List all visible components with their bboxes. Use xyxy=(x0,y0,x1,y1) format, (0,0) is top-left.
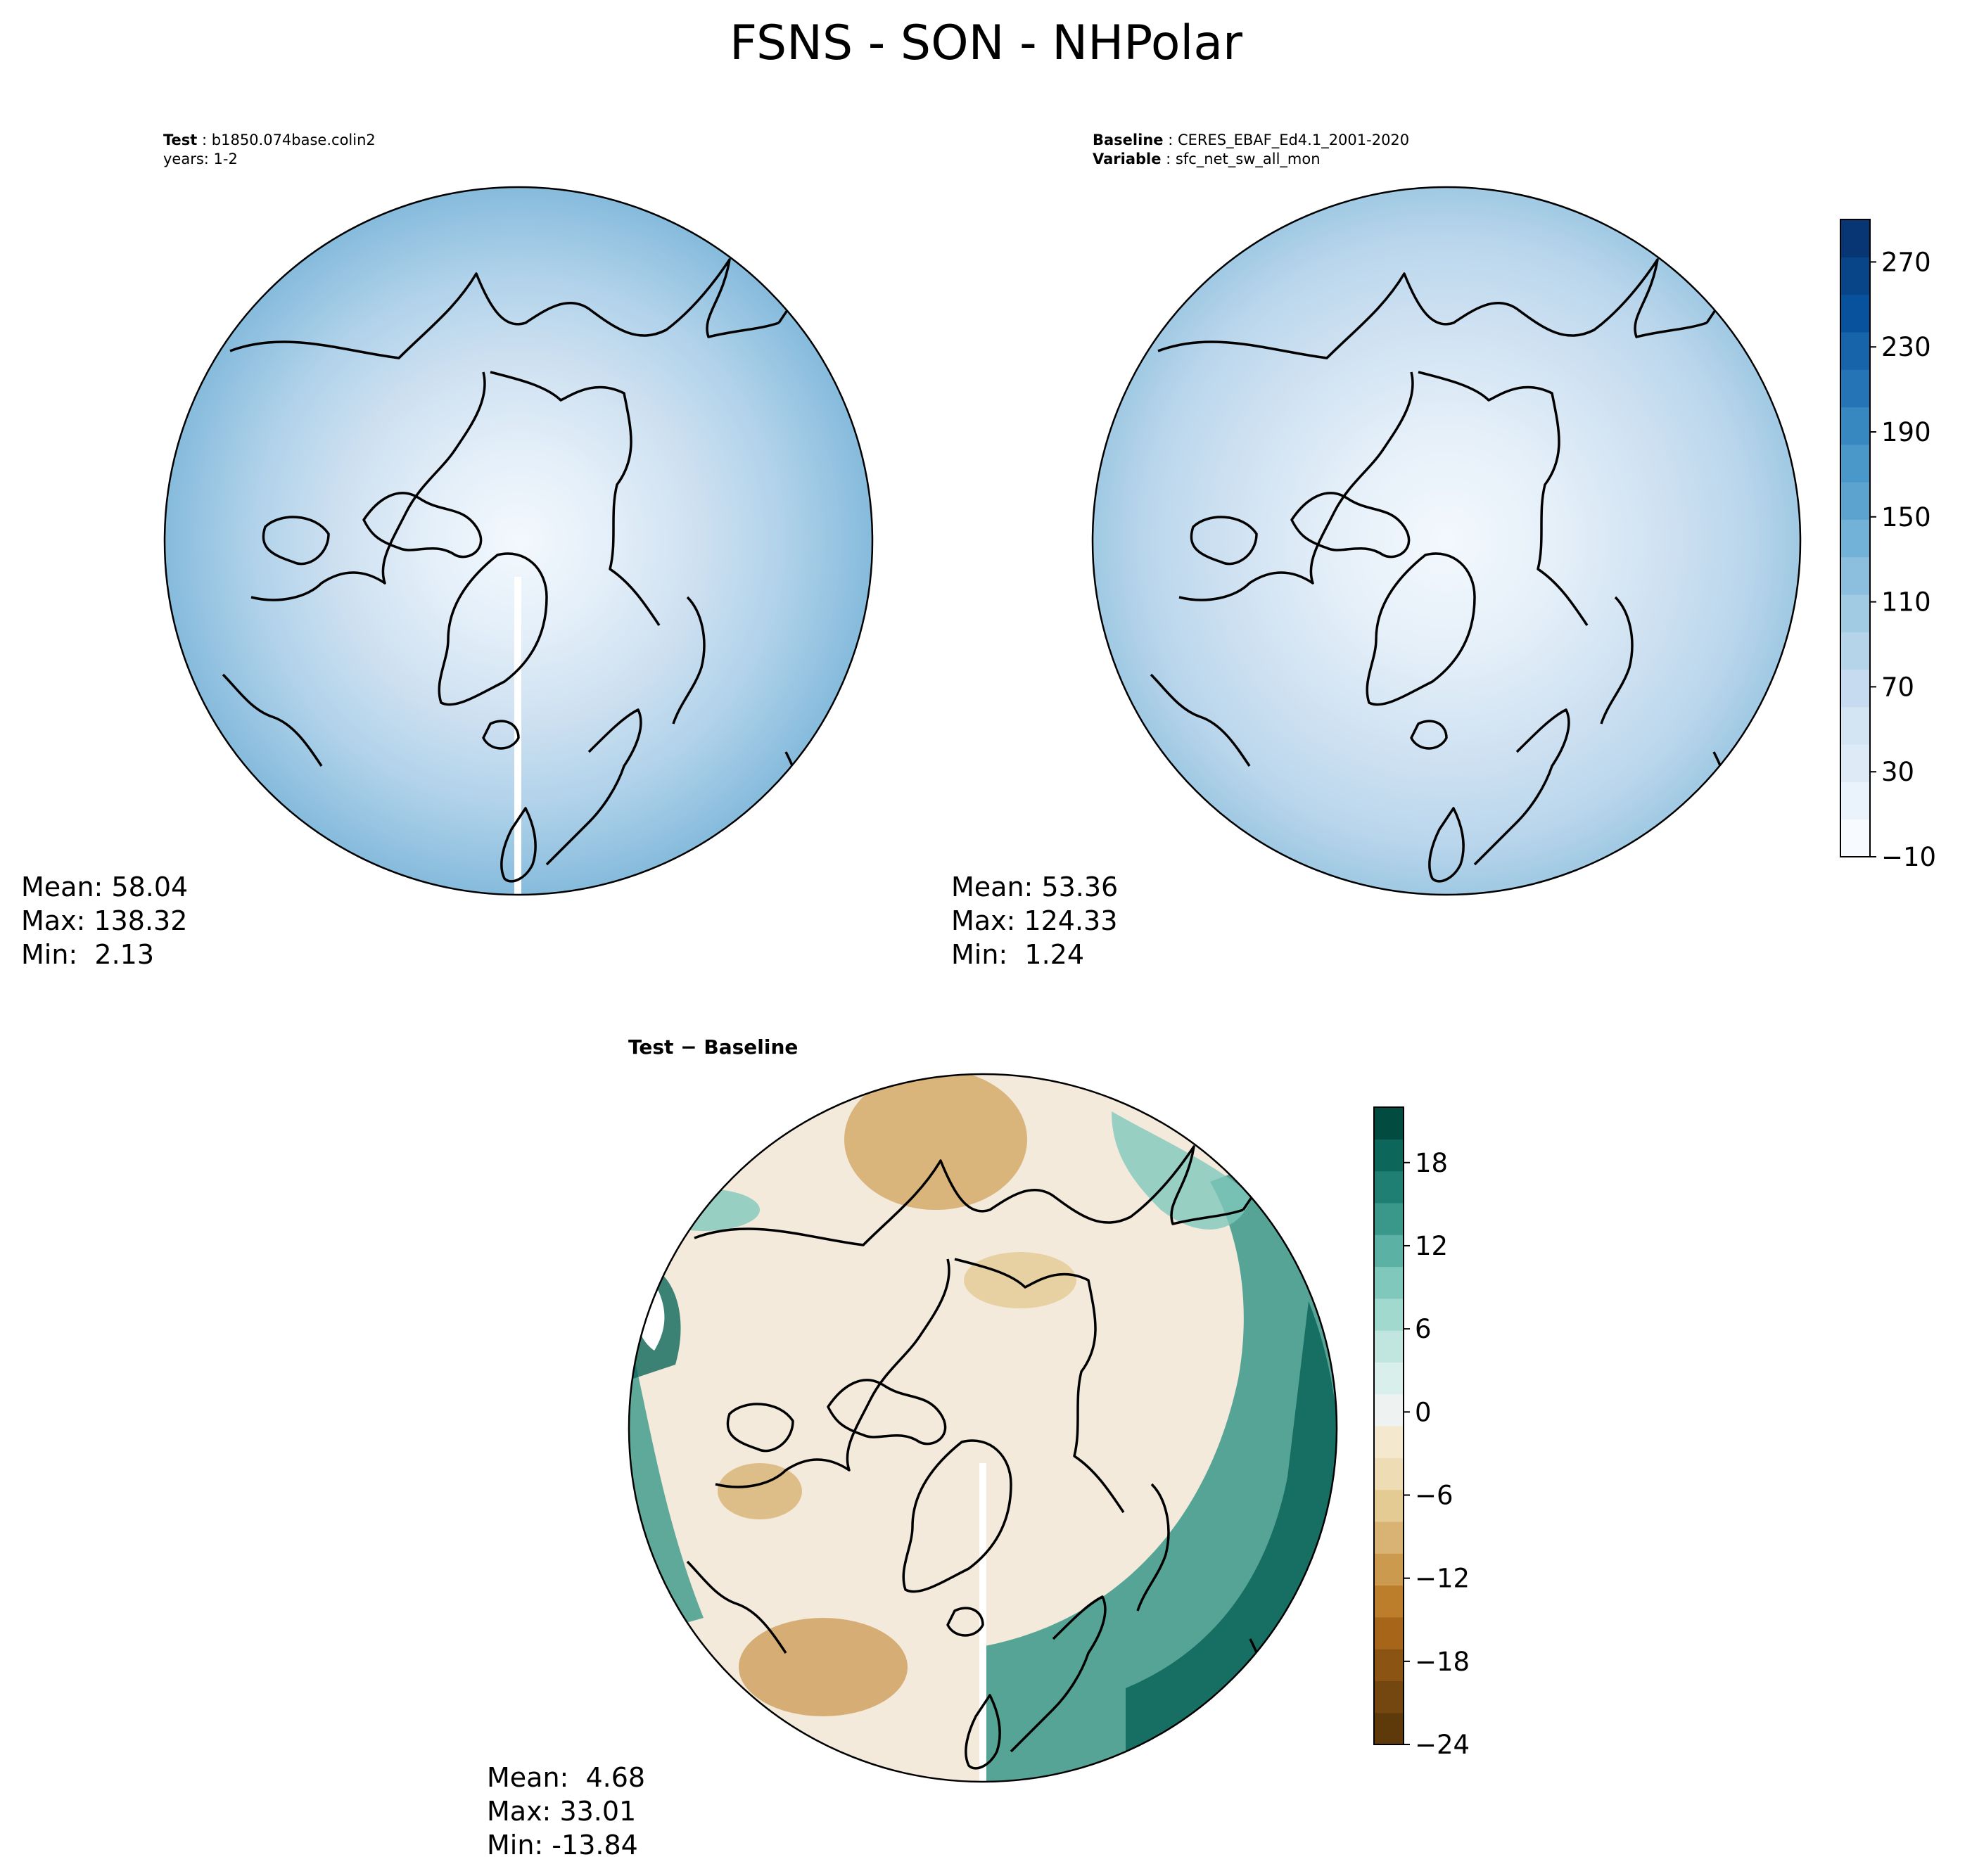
colorbar-diff-color-step xyxy=(1374,1680,1404,1714)
colorbar-main-color-step xyxy=(1840,331,1870,370)
diff-label: Test − Baseline xyxy=(628,1035,799,1059)
test-min: Min: 2.13 xyxy=(21,939,154,970)
diff-min: Min: -13.84 xyxy=(487,1830,638,1861)
colorbar-diff-tick-label: 12 xyxy=(1415,1231,1448,1261)
colorbar-diff-tick-label: −18 xyxy=(1415,1647,1470,1677)
test-max: Max: 138.32 xyxy=(21,905,188,936)
diff-mean: Mean: 4.68 xyxy=(487,1762,646,1793)
colorbar-main-tick-label: 110 xyxy=(1881,587,1931,618)
baseline-header: Baseline : CERES_EBAF_Ed4.1_2001-2020 Var… xyxy=(1093,132,1410,167)
test-years: years: 1-2 xyxy=(163,151,238,167)
colorbar-diff-tick-label: −12 xyxy=(1415,1564,1470,1594)
colorbar-diff-color-step xyxy=(1374,1107,1404,1140)
test-header-key: Test xyxy=(163,132,198,148)
test-header: Test : b1850.074base.colin2 years: 1-2 xyxy=(163,132,376,167)
colorbar-main-tick-label: 70 xyxy=(1881,672,1914,702)
baseline-header-value: CERES_EBAF_Ed4.1_2001-2020 xyxy=(1177,132,1410,148)
colorbar-main-color-step xyxy=(1840,706,1870,745)
colorbar-main-color-step xyxy=(1840,294,1870,333)
colorbar-diff-color-step xyxy=(1374,1362,1404,1395)
test-stats: Mean: 58.04 Max: 138.32 Min: 2.13 xyxy=(21,870,188,971)
colorbar-diff-color-step xyxy=(1374,1553,1404,1586)
colorbar-diff-color-step xyxy=(1374,1457,1404,1491)
colorbar-main-color-step xyxy=(1840,369,1870,408)
colorbar-main-color-step xyxy=(1840,482,1870,520)
colorbar-main-frame xyxy=(1840,219,1871,857)
test-map xyxy=(163,186,874,896)
colorbar-main-color-step xyxy=(1840,519,1870,558)
colorbar-diff-color-step xyxy=(1374,1649,1404,1681)
colorbar-main-color-step xyxy=(1840,669,1870,708)
colorbar-main-color-step xyxy=(1840,219,1870,257)
figure-title: FSNS - SON - NHPolar xyxy=(730,15,1242,71)
colorbar-main-color-step xyxy=(1840,257,1870,295)
colorbar-main-color-step xyxy=(1840,744,1870,783)
colorbar-diff-tick-label: −6 xyxy=(1415,1480,1453,1510)
colorbar-main-tick-label: −10 xyxy=(1881,842,1936,872)
baseline-stats: Mean: 53.36 Max: 124.33 Min: 1.24 xyxy=(951,870,1118,971)
colorbar-diff-color-step xyxy=(1374,1266,1404,1299)
colorbar-diff-color-step xyxy=(1374,1585,1404,1618)
colorbar-main-color-step xyxy=(1840,632,1870,670)
colorbar-main-color-step xyxy=(1840,819,1870,857)
baseline-min: Min: 1.24 xyxy=(951,939,1084,970)
colorbar-main-color-step xyxy=(1840,781,1870,820)
colorbar-main-color-step xyxy=(1840,444,1870,483)
colorbar-diff-color-step xyxy=(1374,1393,1404,1427)
colorbar-diff-color-step xyxy=(1374,1170,1404,1204)
colorbar-main-color-step xyxy=(1840,407,1870,445)
baseline-max: Max: 124.33 xyxy=(951,905,1118,936)
baseline-map xyxy=(1091,186,1802,896)
colorbar-main-tick-label: 150 xyxy=(1881,502,1931,532)
colorbar-main-tick-label: 190 xyxy=(1881,417,1931,447)
diff-map xyxy=(628,1073,1338,1783)
colorbar-diff-color-step xyxy=(1374,1234,1404,1268)
colorbar-main-tick-label: 30 xyxy=(1881,757,1914,787)
colorbar-diff-tick-label: 6 xyxy=(1415,1314,1432,1344)
diff-stats: Mean: 4.68 Max: 33.01 Min: -13.84 xyxy=(487,1761,645,1862)
test-mean: Mean: 58.04 xyxy=(21,872,189,902)
baseline-variable-value: sfc_net_sw_all_mon xyxy=(1175,151,1321,167)
colorbar-diff-color-step xyxy=(1374,1202,1404,1235)
colorbar-main-tick-label: 230 xyxy=(1881,332,1931,362)
colorbar-main: −10 30 70 110 150 190 230 270 xyxy=(1840,219,1936,872)
colorbar-diff-color-step xyxy=(1374,1489,1404,1522)
colorbar-diff: −24 −18 −12 −6 0 6 12 18 xyxy=(1373,1106,1470,1760)
colorbar-diff-color-step xyxy=(1374,1616,1404,1650)
colorbar-main-color-step xyxy=(1840,556,1870,595)
colorbar-main-tick-label: 270 xyxy=(1881,247,1931,277)
colorbar-diff-tick-label: 18 xyxy=(1415,1148,1448,1178)
colorbar-diff-color-step xyxy=(1374,1426,1404,1458)
baseline-header-key: Baseline xyxy=(1093,132,1164,148)
colorbar-diff-frame xyxy=(1373,1106,1404,1745)
colorbar-diff-color-step xyxy=(1374,1521,1404,1554)
colorbar-diff-color-step xyxy=(1374,1330,1404,1363)
colorbar-diff-tick-label: 0 xyxy=(1415,1397,1432,1427)
baseline-variable-key: Variable xyxy=(1093,151,1162,167)
test-header-value: b1850.074base.colin2 xyxy=(211,132,376,148)
diff-max: Max: 33.01 xyxy=(487,1796,637,1827)
colorbar-diff-tick-label: −24 xyxy=(1415,1730,1470,1760)
colorbar-diff-color-step xyxy=(1374,1712,1404,1745)
colorbar-diff-color-step xyxy=(1374,1139,1404,1172)
colorbar-main-color-step xyxy=(1840,594,1870,632)
colorbar-diff-color-step xyxy=(1374,1298,1404,1331)
baseline-mean: Mean: 53.36 xyxy=(951,872,1119,902)
